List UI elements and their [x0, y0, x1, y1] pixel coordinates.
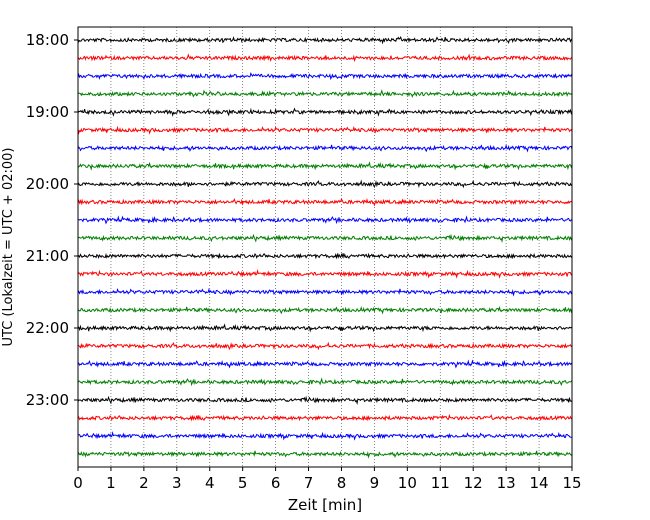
trace-1830 [77, 71, 573, 81]
y-tick-label: 18:00 [26, 31, 69, 49]
trace-2345 [77, 450, 573, 459]
x-tick-label: 4 [205, 474, 215, 492]
seismic-traces [77, 36, 573, 459]
x-tick-label: 14 [530, 474, 549, 492]
trace-1945 [77, 161, 573, 171]
x-tick-label: 15 [562, 474, 581, 492]
trace-2215 [77, 341, 573, 351]
trace-2045 [77, 233, 573, 244]
x-tick-label: 13 [497, 474, 516, 492]
trace-1845 [77, 89, 573, 98]
y-tick-label: 22:00 [26, 319, 69, 337]
x-tick-label: 0 [73, 474, 83, 492]
x-tick-label: 6 [271, 474, 281, 492]
trace-2115 [77, 268, 573, 279]
trace-2015 [77, 198, 573, 207]
trace-2130 [77, 287, 573, 297]
x-tick-label: 11 [431, 474, 450, 492]
trace-1815 [77, 53, 573, 63]
x-tick-label: 1 [106, 474, 116, 492]
y-tick-label: 19:00 [26, 103, 69, 121]
trace-1930 [77, 143, 573, 153]
x-axis-label: Zeit [min] [288, 496, 362, 514]
trace-2100 [77, 252, 573, 260]
x-tick-label: 7 [304, 474, 314, 492]
x-tick-label: 8 [337, 474, 347, 492]
trace-2230 [77, 359, 573, 369]
x-tick-label: 9 [370, 474, 380, 492]
trace-2315 [77, 413, 573, 422]
grid-lines [110, 27, 540, 467]
y-tick-label: 23:00 [26, 391, 69, 409]
trace-2300 [77, 395, 573, 406]
trace-2000 [77, 179, 573, 189]
plot-frame [77, 26, 573, 468]
x-tick-label: 10 [398, 474, 417, 492]
x-tick-label: 12 [464, 474, 483, 492]
x-axis-ticks: 0 1 2 3 4 5 6 7 8 9 10 11 12 13 14 15 [73, 467, 582, 492]
x-tick-label: 5 [238, 474, 248, 492]
trace-2145 [77, 305, 573, 315]
trace-1900 [77, 107, 573, 117]
x-tick-label: 3 [172, 474, 182, 492]
y-axis-label: UTC (Lokalzeit = UTC + 02:00) [1, 148, 16, 347]
trace-1800 [77, 36, 573, 45]
trace-2245 [77, 377, 573, 387]
trace-2200 [77, 323, 573, 333]
y-tick-label: 21:00 [26, 247, 69, 265]
y-tick-label: 20:00 [26, 175, 69, 193]
trace-2330 [77, 430, 573, 441]
trace-1915 [77, 125, 573, 135]
trace-2030 [77, 215, 573, 225]
x-tick-label: 2 [139, 474, 149, 492]
y-axis-ticks: 18:00 19:00 20:00 21:00 22:00 23:00 [26, 31, 78, 409]
